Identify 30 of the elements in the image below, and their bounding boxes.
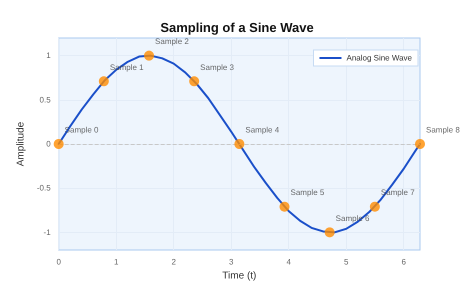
x-tick-label: 0 <box>56 258 62 266</box>
point <box>415 139 425 149</box>
point <box>54 139 64 149</box>
chart-title: Sampling of a Sine Wave <box>160 20 314 35</box>
y-axis-title: Amplitude <box>16 121 26 166</box>
point <box>144 50 154 61</box>
y-tick-label: 1 <box>46 51 52 60</box>
point <box>189 76 200 86</box>
y-tick-label: -0.5 <box>36 184 52 193</box>
y-tick-label: -1 <box>44 228 52 237</box>
point <box>370 202 380 212</box>
point <box>280 202 290 212</box>
data-label: Sample 4 <box>245 126 280 134</box>
x-tick-label: 1 <box>114 258 119 266</box>
data-label: Sample 8 <box>426 126 460 134</box>
data-label: Sample 2 <box>155 37 190 46</box>
x-tick-label: 5 <box>344 258 349 266</box>
y-tick-label: 0 <box>46 140 52 148</box>
x-tick-label: 2 <box>171 258 176 266</box>
y-tick-label: 0.5 <box>40 95 52 104</box>
data-label: Sample 5 <box>290 188 325 198</box>
point <box>324 227 335 238</box>
legend-label: Analog Sine Wave <box>346 54 413 62</box>
point <box>98 76 109 86</box>
x-tick-label: 4 <box>286 258 292 266</box>
x-tick-label: 3 <box>228 258 234 266</box>
x-axis-title: Time (t) <box>222 270 256 282</box>
data-label: Sample 3 <box>200 62 235 72</box>
x-tick-label: 6 <box>402 258 406 266</box>
point <box>234 139 244 149</box>
